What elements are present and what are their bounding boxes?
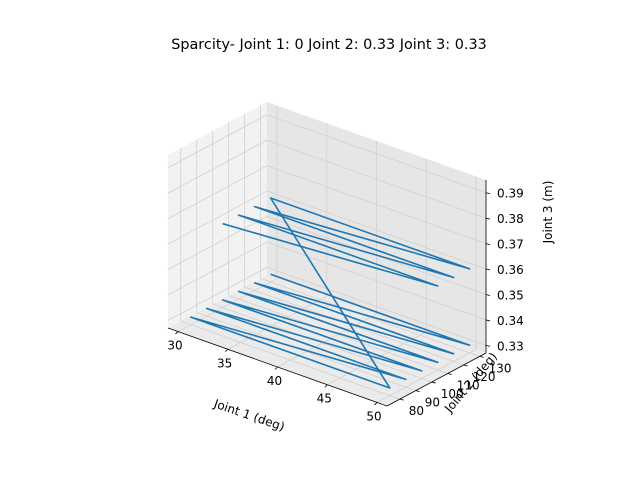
- z-axis-label: Joint 3 (m): [541, 181, 555, 245]
- x-tick-mark: [224, 348, 229, 353]
- grid-x-floor: [177, 278, 278, 332]
- grid-y-floor: [228, 295, 448, 374]
- y-tick-label: 90: [425, 396, 440, 410]
- grid-z-back: [266, 266, 487, 346]
- z-tick-label: 0.39: [497, 187, 524, 201]
- z-tick-mark: [485, 294, 491, 296]
- grid-z-left: [167, 241, 268, 296]
- y-tick-mark: [399, 398, 404, 401]
- grid-z-left: [167, 190, 268, 245]
- x-tick-label: 30: [167, 339, 182, 353]
- y-tick-mark: [447, 373, 452, 375]
- z-tick-label: 0.36: [497, 263, 524, 277]
- z-tick-label: 0.37: [497, 238, 524, 252]
- series-line: [189, 197, 471, 389]
- y-tick-mark: [463, 364, 468, 367]
- z-tick-mark: [485, 268, 491, 271]
- grid-z-left: [167, 114, 268, 169]
- x-tick-label: 40: [267, 374, 282, 388]
- grid-y-floor: [196, 312, 416, 391]
- grid-z-back: [266, 190, 487, 270]
- grid-z-back: [266, 241, 487, 321]
- y-tick-label: 130: [489, 361, 512, 375]
- x-tick-mark: [324, 384, 328, 388]
- grid-y-floor: [244, 286, 464, 366]
- grid-z-left: [167, 139, 268, 194]
- x-tick-label: 50: [366, 410, 381, 424]
- z-tick-label: 0.34: [497, 314, 524, 328]
- x-tick-mark: [374, 402, 378, 406]
- z-tick-label: 0.38: [497, 212, 524, 226]
- x-axis-label: Joint 1 (deg): [211, 396, 286, 434]
- z-tick-label: 0.33: [497, 339, 524, 353]
- x-tick-mark: [274, 366, 278, 370]
- x-tick-label: 35: [217, 356, 232, 370]
- grid-x-floor: [227, 295, 327, 350]
- grid-z-left: [167, 216, 268, 270]
- y-tick-label: 110: [457, 379, 480, 393]
- z-tick-mark: [485, 243, 491, 245]
- chart-title: Sparcity- Joint 1: 0 Joint 2: 0.33 Joint…: [171, 37, 487, 53]
- z-tick-mark: [485, 319, 491, 322]
- z-tick-mark: [485, 192, 491, 195]
- y-tick-mark: [415, 390, 420, 393]
- x-tick-mark: [175, 331, 179, 335]
- y-axis-line: [386, 352, 487, 407]
- grid-y-floor: [260, 278, 480, 357]
- grid-z-back: [266, 165, 487, 244]
- z-tick-mark: [485, 344, 491, 347]
- grid-x-floor: [277, 313, 377, 368]
- grid-x-floor: [376, 349, 477, 403]
- z-tick-label: 0.35: [497, 289, 524, 303]
- grid-z-left: [167, 267, 268, 321]
- y-tick-mark: [431, 381, 436, 384]
- z-tick-mark: [485, 217, 491, 220]
- x-tick-label: 45: [317, 392, 332, 406]
- y-tick-label: 80: [409, 404, 424, 418]
- grid-y-floor: [180, 320, 400, 400]
- y-tick-label: 120: [473, 370, 496, 384]
- y-tick-label: 100: [441, 387, 464, 401]
- pane-x-min: [168, 102, 267, 328]
- grid-z-back: [266, 139, 487, 219]
- y-tick-mark: [479, 356, 484, 358]
- series-lines: [189, 197, 471, 389]
- grid-z-back: [266, 114, 487, 194]
- grid-y-floor: [212, 303, 432, 383]
- grid-z-left: [167, 165, 268, 219]
